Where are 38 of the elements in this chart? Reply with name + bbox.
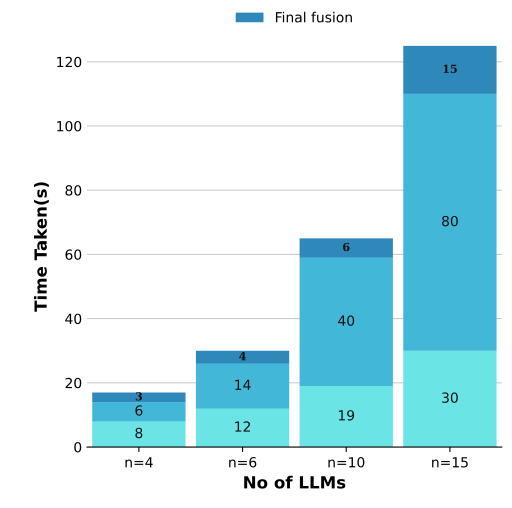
data-label: 14: [235, 380, 251, 390]
bar: [92, 402, 186, 422]
data-label: 6: [135, 405, 142, 416]
bar: [300, 258, 393, 386]
y-tick-label: 20: [66, 378, 82, 388]
data-label: 6: [343, 242, 350, 252]
x-tick-label: n=10: [328, 457, 364, 468]
y-tick-label: 100: [57, 120, 82, 132]
x-tick-label: n=4: [126, 457, 153, 468]
y-tick-label: 80: [65, 185, 82, 196]
y-tick-label: 120: [57, 56, 82, 68]
data-label: 30: [442, 392, 458, 403]
bar: [403, 46, 497, 94]
bar: [403, 350, 497, 448]
x-tick-label: n=6: [229, 457, 256, 468]
bar: [196, 364, 290, 409]
bar: [403, 94, 497, 351]
legend-label: Final fusion: [276, 12, 352, 23]
bar: [196, 408, 290, 448]
data-label: 40: [338, 315, 354, 326]
x-tick-label: n=15: [432, 457, 468, 468]
data-label: 19: [338, 410, 354, 421]
y-axis-title: Time Taken(s): [34, 182, 49, 312]
bar: [196, 350, 290, 364]
data-label: 80: [442, 216, 458, 226]
y-tick-label: 60: [65, 249, 82, 260]
x-axis-title: No of LLMs: [244, 476, 346, 489]
bar: [92, 392, 186, 402]
bar: [300, 386, 393, 448]
data-label: 4: [239, 352, 246, 360]
data-label: 12: [235, 421, 250, 432]
y-tick-label: 0: [74, 442, 82, 453]
bar: [300, 238, 393, 258]
data-label: 3: [136, 392, 142, 400]
bar: [92, 421, 186, 448]
data-label: 15: [444, 64, 457, 74]
data-label: 8: [135, 428, 142, 438]
y-tick-label: 40: [65, 314, 82, 324]
